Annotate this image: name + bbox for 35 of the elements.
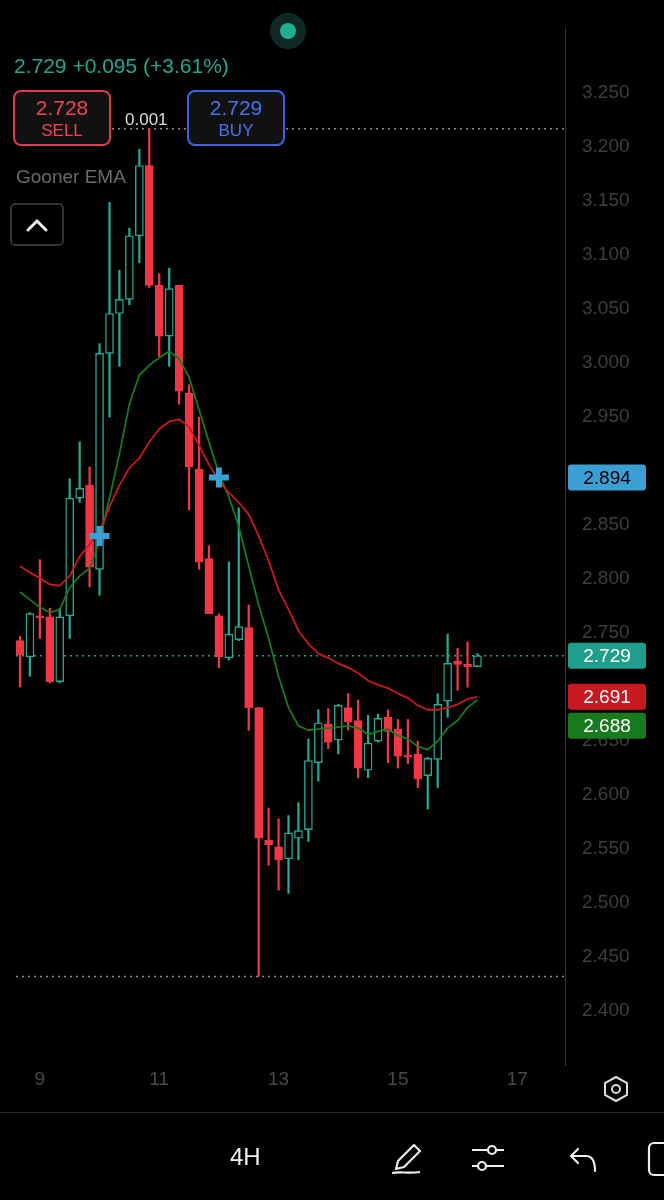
text: 2.729 +0.095 (+3.61%) bbox=[14, 54, 229, 78]
annotation: Gooner EMA bbox=[16, 166, 126, 188]
y-tick-label: 2.691 bbox=[583, 686, 631, 708]
y-tick-label: 2.600 bbox=[582, 783, 630, 805]
y-tick-label: 3.050 bbox=[582, 297, 630, 319]
candlestick bbox=[115, 269, 124, 367]
y-tick-label: 2.500 bbox=[582, 891, 630, 913]
y-tick-label: 2.450 bbox=[582, 945, 630, 967]
y-tick-label: 2.400 bbox=[582, 999, 630, 1021]
candlestick bbox=[453, 647, 462, 691]
y-tick-label: 2.550 bbox=[582, 837, 630, 859]
x-tick-label: 9 bbox=[34, 1067, 46, 1089]
y-tick-label: 3.250 bbox=[582, 81, 630, 103]
x-tick-label: 11 bbox=[149, 1067, 170, 1089]
x-tick-label: 13 bbox=[267, 1067, 290, 1089]
y-tick-label: 3.150 bbox=[582, 189, 630, 211]
y-tick-label: 2.894 bbox=[583, 466, 632, 488]
y-tick-label: 2.750 bbox=[582, 621, 630, 643]
annotation: SELL bbox=[40, 121, 84, 141]
text: 4H bbox=[230, 1143, 261, 1171]
candlestick bbox=[264, 807, 273, 866]
annotation: 2.728 bbox=[34, 96, 90, 120]
annotation: 0.001 bbox=[125, 110, 168, 130]
x-tick-label: 17 bbox=[506, 1067, 528, 1089]
y-tick-label: 2.800 bbox=[582, 567, 630, 589]
x-tick-label: 15 bbox=[387, 1067, 409, 1089]
y-tick-label: 2.850 bbox=[582, 513, 630, 535]
y-tick-label: 3.100 bbox=[582, 243, 630, 265]
y-tick-label: 2.950 bbox=[582, 405, 630, 427]
annotation: 2.729 bbox=[208, 96, 264, 120]
y-tick-label: 3.200 bbox=[582, 135, 630, 157]
annotation: BUY bbox=[217, 121, 255, 141]
y-tick-label: 3.000 bbox=[582, 351, 630, 373]
candlestick bbox=[463, 641, 472, 688]
ref-line-label: 2.729 bbox=[583, 644, 631, 666]
